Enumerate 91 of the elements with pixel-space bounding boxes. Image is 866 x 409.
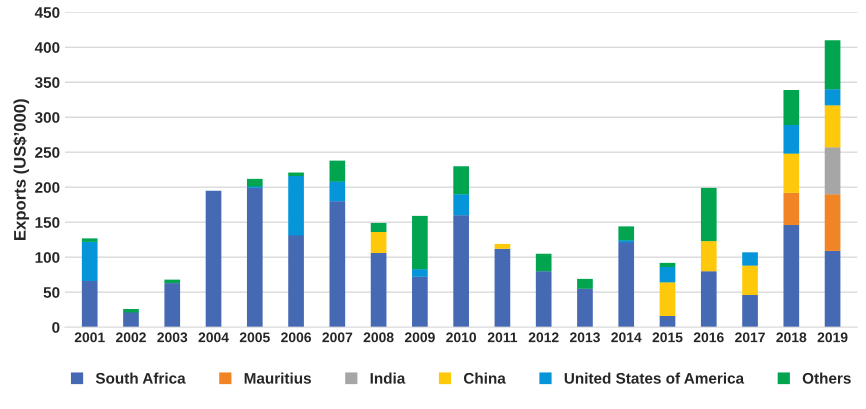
bar [536, 271, 552, 328]
x-tick-label: 2017 [735, 332, 765, 342]
bar [82, 238, 98, 242]
bar [824, 89, 840, 106]
bar [783, 124, 800, 154]
bar [618, 240, 634, 243]
bar [618, 226, 634, 240]
bar [164, 283, 180, 328]
bar [824, 250, 840, 328]
x-tick-label: 2006 [281, 332, 312, 342]
bar [700, 271, 717, 328]
y-tick-label: 300 [34, 112, 60, 123]
y-tick-label: 450 [34, 7, 60, 18]
bar [246, 188, 263, 328]
bar [742, 252, 758, 266]
x-tick-label: 2019 [818, 332, 848, 342]
y-tick-label: 100 [36, 252, 60, 263]
bar [82, 242, 98, 282]
bar [370, 232, 386, 254]
bar [494, 244, 510, 249]
y-tick-label: 250 [35, 147, 60, 158]
bar [329, 182, 346, 202]
bar [660, 316, 676, 328]
bar [412, 269, 428, 277]
y-tick-label: 400 [34, 42, 60, 53]
bar [577, 278, 593, 289]
legend-label: China [464, 372, 506, 384]
bar [164, 280, 180, 284]
bar [783, 154, 800, 193]
x-tick-label: 2001 [74, 332, 105, 342]
x-tick-label: 2011 [488, 332, 518, 342]
bar [82, 281, 98, 328]
legend-label: India [370, 372, 406, 384]
bar [246, 178, 263, 187]
y-axis-title: Exports (US$’000) [13, 99, 30, 240]
bar [453, 215, 469, 328]
bar [370, 253, 386, 328]
y-tick-label: 350 [34, 77, 60, 88]
legend-label: United States of America [564, 372, 744, 384]
bar [700, 241, 717, 272]
bar [329, 201, 346, 328]
y-tick-label: 150 [36, 217, 60, 228]
bar [660, 262, 676, 268]
bar [742, 295, 758, 328]
bar [783, 192, 800, 226]
bar [123, 309, 139, 313]
legend-label: Others [802, 372, 851, 384]
bar [412, 276, 428, 328]
y-tick-label: 0 [52, 322, 60, 333]
x-tick-label: 2013 [570, 332, 600, 342]
bar [700, 188, 717, 242]
bar [824, 105, 840, 148]
x-tick-label: 2007 [322, 332, 352, 342]
bar [288, 236, 304, 328]
x-tick-label: 2003 [157, 332, 188, 342]
bar [824, 40, 840, 90]
x-tick-label: 2009 [404, 332, 435, 342]
x-tick-label: 2012 [528, 332, 559, 342]
bar [453, 166, 469, 194]
bar [123, 312, 139, 328]
bar [329, 160, 346, 182]
x-tick-label: 2008 [364, 332, 394, 342]
x-tick-label: 2010 [446, 332, 476, 342]
bar [824, 147, 840, 194]
y-tick-label: 50 [44, 287, 60, 298]
bar [288, 172, 304, 176]
bar [618, 242, 634, 328]
bar [453, 194, 469, 216]
x-tick-label: 2016 [694, 332, 724, 342]
bar [824, 194, 840, 251]
bar [783, 90, 800, 125]
x-tick-label: 2015 [652, 332, 683, 342]
bar [412, 216, 428, 270]
y-tick-label: 200 [35, 182, 60, 193]
legend-label: South Africa [96, 372, 186, 384]
legend-label: Mauritius [244, 372, 311, 384]
x-tick-label: 2004 [198, 332, 229, 342]
bar [660, 282, 676, 316]
x-tick-label: 2005 [240, 332, 270, 342]
bar [206, 190, 222, 328]
bar [577, 288, 593, 328]
x-tick-label: 2002 [116, 332, 146, 342]
bar [742, 266, 758, 296]
bar [494, 248, 510, 328]
bar [288, 176, 304, 236]
x-tick-label: 2014 [611, 332, 642, 342]
bar [536, 254, 552, 272]
bar [370, 222, 386, 232]
bar [660, 267, 676, 282]
x-tick-label: 2018 [776, 332, 806, 342]
bar [783, 225, 800, 328]
